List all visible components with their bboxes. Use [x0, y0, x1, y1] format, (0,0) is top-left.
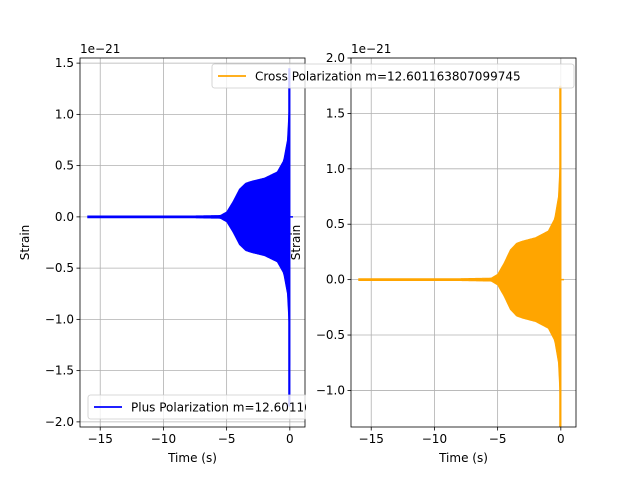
legend: Cross Polarization m=12.601163807099745: [211, 63, 575, 89]
series-envelope: [358, 85, 562, 427]
y-tick-label: 1.5: [326, 106, 345, 120]
legend-frame: [87, 394, 306, 420]
x-axis-label: Time (s): [438, 451, 488, 465]
x-tick-label: −15: [88, 432, 113, 446]
y-tick-label: 1.0: [326, 162, 345, 176]
axes-frame: [350, 57, 577, 428]
legend-label: Cross Polarization m=12.601163807099745: [255, 70, 521, 84]
x-tick-label: −10: [151, 432, 176, 446]
x-tick-label: −5: [218, 432, 236, 446]
legend-label: Plus Polarization m=12.601163807099745: [131, 401, 388, 415]
y-tick-label: 1.0: [55, 107, 74, 121]
y-axis-label: Strain: [289, 225, 303, 261]
x-tick-label: −10: [422, 432, 447, 446]
y-tick-label: −1.0: [45, 312, 74, 326]
legend-frame: [211, 63, 575, 89]
y-tick-label: 2.0: [326, 51, 345, 65]
y-offset-text: 1e−21: [351, 42, 391, 56]
series-0: [358, 85, 564, 427]
y-tick-label: 1.5: [55, 56, 74, 70]
y-tick-label: −0.5: [316, 328, 345, 342]
y-axis-label: Strain: [18, 225, 32, 261]
y-tick-label: 0.0: [326, 273, 345, 287]
y-tick-label: −1.5: [45, 364, 74, 378]
y-tick-label: 0.5: [55, 159, 74, 173]
left-axes: −15 −10 −5 0 −2.0 −1.5 −1.0 −0.5 0.0 0.5 1.0 1.5 1e−…: [18, 42, 388, 465]
right-axes: −15 −10 −5 0 −1.0 −0.5 0.0 0.5 1.0 1.5 2.0 1e−21 Tim…: [211, 42, 577, 465]
y-tick-label: −1.0: [316, 383, 345, 397]
y-tick-label: −2.0: [45, 415, 74, 429]
x-tick-label: −15: [359, 432, 384, 446]
x-axis-label: Time (s): [167, 451, 217, 465]
x-tick-label: 0: [557, 432, 565, 446]
x-tick-label: 0: [286, 432, 294, 446]
series-0: [87, 68, 293, 407]
y-offset-text: 1e−21: [80, 42, 120, 56]
y-tick-label: 0.0: [55, 210, 74, 224]
axes-frame: [79, 57, 306, 428]
x-tick-label: −5: [489, 432, 507, 446]
y-tick-label: −0.5: [45, 261, 74, 275]
legend: Plus Polarization m=12.601163807099745: [87, 394, 388, 420]
y-tick-label: 0.5: [326, 217, 345, 231]
